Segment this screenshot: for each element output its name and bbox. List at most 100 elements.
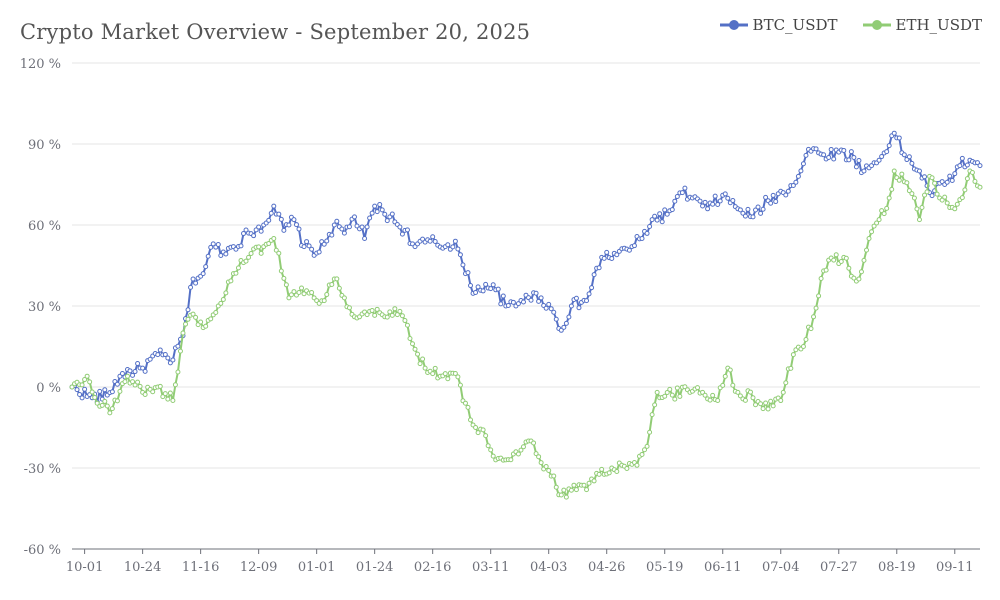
- data-point: [856, 276, 862, 282]
- data-point: [770, 403, 776, 409]
- data-point: [203, 323, 209, 329]
- data-point: [243, 258, 249, 264]
- data-point: [203, 264, 209, 270]
- data-point: [218, 253, 224, 259]
- data-point: [573, 295, 579, 301]
- data-point: [119, 371, 125, 376]
- data-point: [167, 390, 173, 396]
- data-point: [710, 392, 716, 398]
- data-point: [266, 241, 272, 247]
- data-point: [351, 214, 357, 220]
- data-point: [281, 227, 287, 233]
- data-point: [515, 451, 521, 457]
- data-point: [942, 194, 948, 200]
- data-point: [218, 300, 224, 306]
- data-point: [364, 312, 370, 318]
- x-tick-label: 03-11: [472, 560, 509, 575]
- data-point: [468, 417, 474, 423]
- legend-item-btc[interactable]: BTC_USDT: [719, 16, 838, 34]
- y-tick-label: -60 %: [24, 543, 61, 558]
- series-BTC_USDT: [69, 130, 983, 405]
- data-point: [871, 223, 877, 229]
- data-point: [821, 152, 827, 158]
- data-point: [800, 344, 806, 349]
- data-point: [722, 191, 728, 197]
- data-point: [286, 222, 292, 228]
- data-point: [788, 365, 794, 371]
- data-point: [193, 280, 199, 286]
- data-point: [188, 284, 194, 290]
- data-point: [165, 396, 171, 402]
- data-point: [304, 239, 310, 245]
- data-point: [639, 451, 645, 457]
- data-point: [528, 297, 534, 303]
- x-tick-label: 10-01: [66, 560, 103, 575]
- legend-item-eth[interactable]: ETH_USDT: [862, 16, 982, 34]
- data-point: [964, 176, 970, 182]
- data-point: [642, 447, 648, 453]
- data-point: [185, 307, 191, 313]
- data-point: [758, 210, 764, 216]
- data-point: [309, 246, 315, 252]
- data-point: [399, 231, 405, 237]
- data-point: [571, 482, 577, 488]
- data-point: [442, 371, 448, 377]
- data-point: [372, 203, 378, 209]
- data-point: [922, 174, 928, 180]
- data-point: [546, 467, 552, 473]
- data-point: [614, 252, 620, 258]
- data-point: [869, 229, 875, 235]
- data-point: [548, 306, 554, 312]
- x-tick-label: 06-11: [704, 560, 741, 575]
- data-point: [843, 255, 849, 261]
- data-point: [372, 312, 378, 318]
- data-point: [543, 464, 549, 470]
- data-point: [515, 301, 521, 307]
- data-point: [753, 402, 759, 408]
- data-point: [266, 217, 272, 223]
- data-point: [695, 385, 701, 391]
- data-point: [538, 460, 544, 466]
- data-point: [114, 398, 120, 404]
- data-point: [596, 471, 602, 477]
- data-point: [586, 480, 592, 486]
- data-point: [235, 265, 241, 271]
- data-point: [674, 385, 680, 391]
- data-point: [495, 286, 501, 292]
- data-point: [336, 285, 342, 291]
- data-point: [162, 352, 168, 358]
- data-point: [483, 281, 489, 287]
- data-point: [246, 254, 252, 260]
- data-point: [778, 398, 784, 404]
- data-point: [190, 276, 196, 282]
- data-point: [674, 193, 680, 199]
- data-point: [563, 320, 569, 326]
- data-point: [969, 169, 975, 175]
- data-point: [430, 371, 436, 377]
- data-point: [135, 360, 141, 366]
- data-point: [389, 312, 395, 318]
- data-point: [591, 478, 597, 484]
- data-point: [422, 365, 428, 371]
- data-point: [929, 193, 935, 199]
- data-point: [737, 207, 743, 213]
- data-point: [220, 296, 226, 302]
- data-point: [404, 322, 410, 328]
- data-point: [707, 397, 713, 403]
- data-point: [710, 201, 716, 207]
- data-point: [329, 281, 335, 287]
- data-point: [818, 275, 824, 281]
- data-point: [183, 321, 188, 327]
- data-point: [520, 444, 526, 450]
- x-tick-label: 07-04: [762, 560, 799, 575]
- data-point: [155, 352, 161, 358]
- data-point: [296, 226, 302, 232]
- data-point: [243, 227, 249, 233]
- data-point: [256, 224, 262, 230]
- data-point: [417, 361, 423, 367]
- data-point: [747, 389, 753, 395]
- data-point: [889, 186, 895, 192]
- data-point: [170, 398, 176, 403]
- data-point: [884, 205, 890, 211]
